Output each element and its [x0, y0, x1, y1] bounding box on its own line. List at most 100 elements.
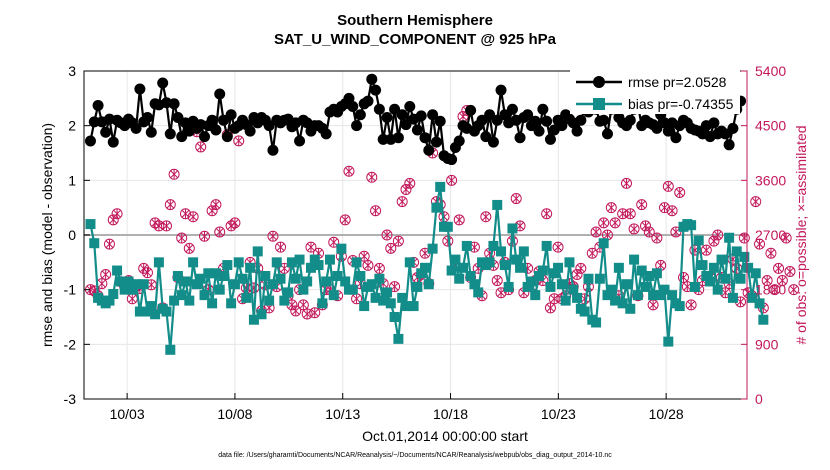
- obs-assimilated-point: [763, 275, 772, 286]
- y-axis-label-right: # of obs: o=possible; ×=assimilated: [793, 125, 809, 344]
- obs-assimilated-point: [599, 217, 608, 228]
- y-right-tick-label: 900: [755, 336, 779, 352]
- bias-point: [286, 257, 297, 268]
- obs-assimilated-point: [375, 263, 384, 274]
- rmse-point: [624, 114, 636, 126]
- rmse-point: [225, 109, 237, 121]
- obs-assimilated-point: [709, 236, 718, 247]
- legend-rmse-marker: [593, 76, 605, 88]
- rmse-point: [529, 115, 541, 127]
- bias-point: [731, 246, 742, 257]
- bias-point: [420, 262, 431, 273]
- obs-assimilated-point: [101, 269, 110, 280]
- bias-point: [454, 273, 465, 284]
- rmse-point: [354, 109, 366, 121]
- bias-point: [446, 265, 457, 276]
- rmse-point: [601, 128, 613, 140]
- bias-point: [522, 281, 533, 292]
- bias-point: [724, 232, 735, 243]
- obs-assimilated-point: [652, 233, 661, 244]
- obs-assimilated-point: [660, 202, 669, 213]
- rmse-point: [100, 126, 112, 138]
- obs-assimilated-point: [234, 135, 243, 146]
- obs-assimilated-point: [268, 231, 277, 242]
- rmse-point: [404, 101, 416, 113]
- bias-point: [408, 301, 419, 312]
- bias-point: [378, 295, 389, 306]
- rmse-point: [107, 136, 119, 148]
- obs-assimilated-point: [618, 208, 627, 219]
- bias-point: [290, 273, 301, 284]
- bias-point: [271, 257, 282, 268]
- bias-point: [735, 273, 746, 284]
- bias-point: [400, 301, 411, 312]
- obs-assimilated-point: [307, 242, 315, 253]
- bias-point: [294, 254, 305, 265]
- bias-point: [214, 284, 225, 295]
- y-tick-label: -3: [64, 391, 77, 407]
- bias-point: [146, 301, 157, 312]
- obs-assimilated-point: [421, 248, 429, 259]
- rmse-point: [487, 136, 499, 148]
- obs-assimilated-point: [196, 141, 205, 152]
- bias-point: [89, 238, 100, 249]
- bias-point: [697, 260, 708, 271]
- rmse-point: [366, 73, 378, 85]
- bias-point: [245, 262, 256, 273]
- bias-point: [165, 344, 176, 355]
- rmse-point: [598, 114, 610, 126]
- bias-point: [283, 287, 294, 298]
- bias-point: [195, 273, 206, 284]
- obs-assimilated-point: [310, 307, 319, 318]
- obs-assimilated-point: [394, 236, 403, 247]
- rmse-point: [719, 128, 731, 140]
- obs-assimilated-point: [181, 208, 190, 219]
- rmse-point: [351, 120, 363, 132]
- obs-assimilated-point: [630, 223, 639, 234]
- bias-point: [317, 298, 328, 309]
- bias-point: [746, 292, 757, 303]
- bias-point: [172, 271, 183, 281]
- obs-assimilated-point: [291, 305, 300, 316]
- obs-assimilated-point: [386, 243, 395, 254]
- obs-assimilated-point: [170, 169, 179, 180]
- bias-point: [727, 292, 738, 303]
- obs-assimilated-point: [611, 217, 620, 228]
- bias-point: [739, 251, 750, 262]
- bias-point: [701, 271, 712, 281]
- rmse-point: [320, 128, 332, 140]
- bias-point: [537, 265, 548, 276]
- bias-point: [423, 279, 434, 290]
- obs-assimilated-point: [626, 208, 635, 219]
- bias-point: [328, 290, 339, 301]
- obs-assimilated-point: [398, 196, 407, 207]
- bias-point: [264, 295, 275, 306]
- bias-point: [465, 271, 476, 281]
- rmse-point: [662, 125, 674, 137]
- obs-assimilated-point: [774, 263, 783, 274]
- rmse-point: [347, 101, 359, 113]
- bias-point: [161, 306, 172, 317]
- bias-point: [572, 292, 583, 303]
- bias-point: [541, 240, 552, 251]
- obs-assimilated-point: [542, 208, 551, 219]
- bias-point: [686, 220, 697, 231]
- bias-point: [606, 284, 617, 295]
- bias-point: [397, 292, 408, 303]
- bias-point: [351, 257, 362, 268]
- bias-point: [370, 292, 381, 303]
- obs-assimilated-point: [151, 217, 160, 228]
- x-tick-label: 10/03: [110, 406, 145, 422]
- rmse-point: [556, 120, 568, 132]
- rmse-point: [168, 98, 180, 110]
- bias-point: [416, 268, 427, 279]
- bias-point: [229, 279, 240, 290]
- obs-assimilated-point: [128, 293, 137, 304]
- obs-assimilated-point: [550, 293, 559, 304]
- obs-assimilated-point: [447, 175, 456, 186]
- bias-series-layer: [85, 181, 769, 355]
- bottom-axis: 10/03 10/08 10/13 10/18 10/23 10/28: [110, 393, 684, 422]
- bias-point: [610, 295, 621, 306]
- obs-assimilated-point: [546, 302, 555, 313]
- obs-assimilated-point: [622, 178, 631, 189]
